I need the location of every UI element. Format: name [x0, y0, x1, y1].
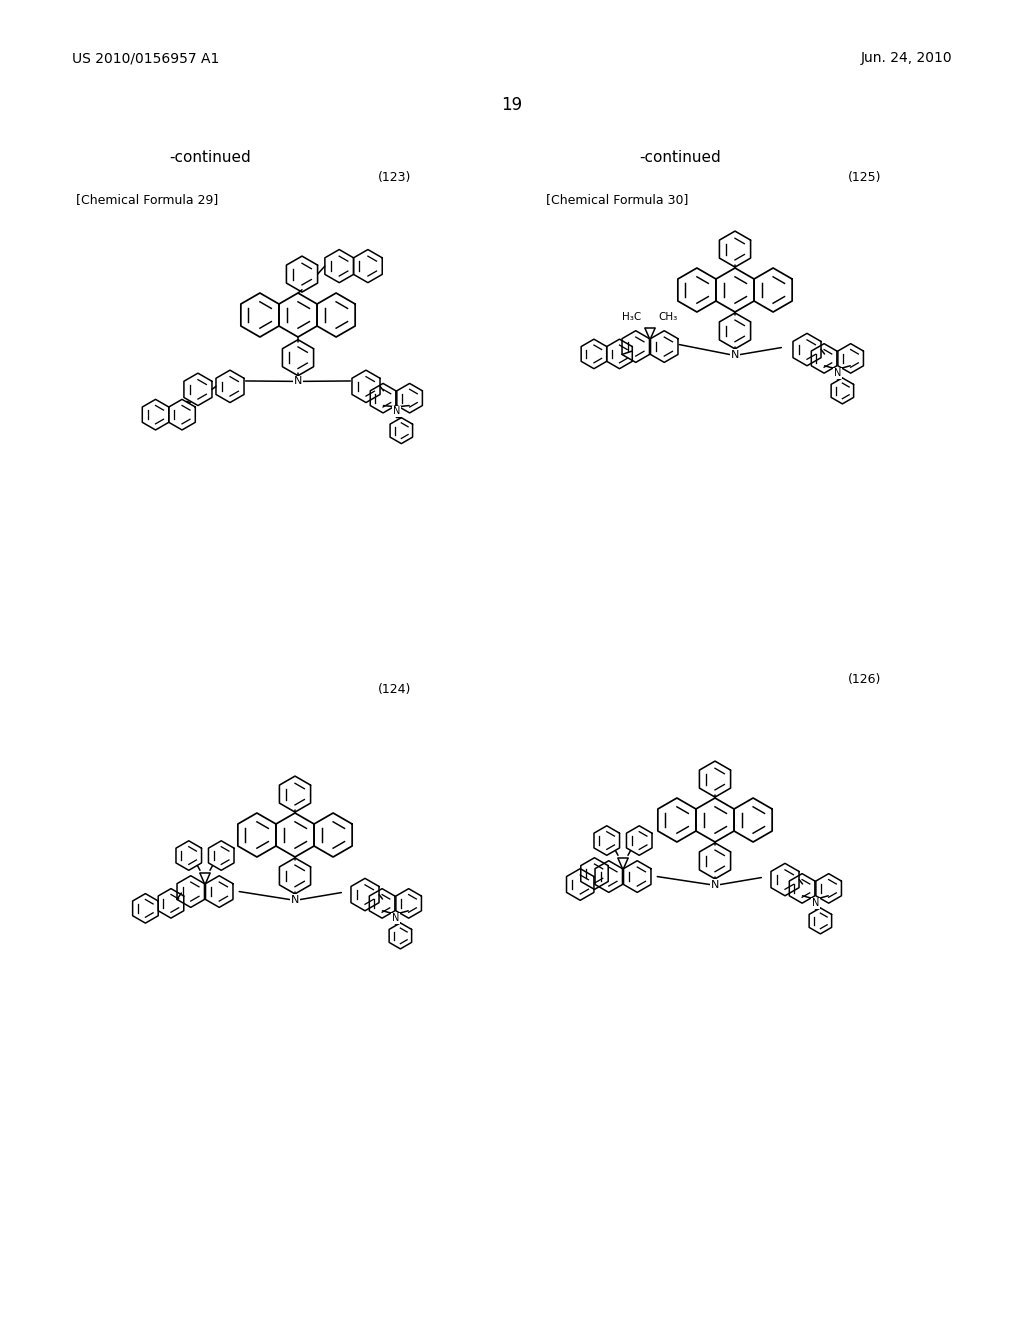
Text: 19: 19 [502, 96, 522, 114]
Text: N: N [834, 368, 841, 378]
Text: -continued: -continued [639, 150, 721, 165]
Text: N: N [392, 407, 400, 416]
Text: (123): (123) [378, 172, 412, 185]
Text: (126): (126) [848, 673, 882, 686]
Text: N: N [291, 895, 299, 904]
Text: N: N [392, 913, 399, 923]
Text: US 2010/0156957 A1: US 2010/0156957 A1 [72, 51, 219, 65]
Text: [Chemical Formula 30]: [Chemical Formula 30] [546, 194, 688, 206]
Text: (124): (124) [378, 684, 412, 697]
Text: (125): (125) [848, 172, 882, 185]
Text: N: N [711, 879, 719, 890]
Text: N: N [294, 376, 302, 387]
Text: CH₃: CH₃ [658, 313, 678, 322]
Text: Jun. 24, 2010: Jun. 24, 2010 [860, 51, 952, 65]
Text: H₃C: H₃C [623, 313, 642, 322]
Text: [Chemical Formula 29]: [Chemical Formula 29] [76, 194, 218, 206]
Text: -continued: -continued [169, 150, 251, 165]
Text: N: N [812, 898, 819, 908]
Text: N: N [731, 350, 739, 359]
